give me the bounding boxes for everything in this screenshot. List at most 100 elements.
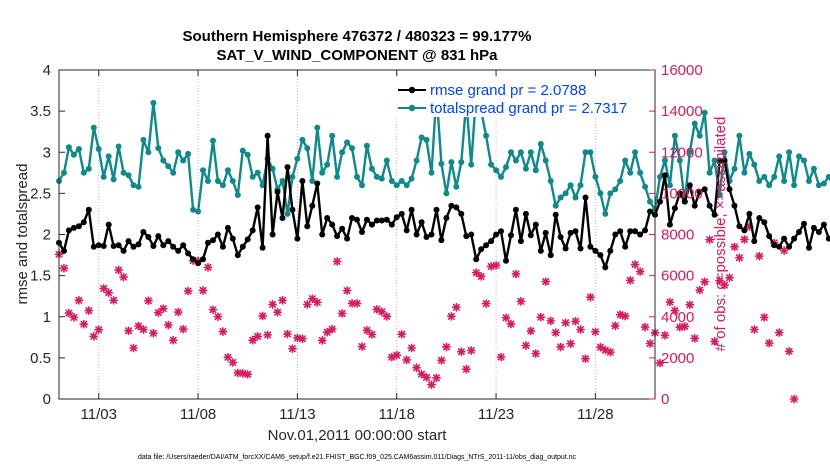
obs-marker-stroke — [144, 297, 152, 305]
rmse-point — [145, 234, 152, 240]
obs-marker-stroke — [398, 330, 406, 338]
totalspread-point — [200, 167, 206, 174]
obs-marker-stroke — [596, 343, 604, 351]
obs-marker — [635, 267, 645, 276]
obs-marker — [397, 329, 407, 339]
obs-marker-stroke — [750, 325, 758, 333]
obs-marker — [69, 312, 79, 322]
totalspread-point — [140, 136, 147, 143]
rmse-point — [473, 256, 480, 263]
obs-marker-stroke — [576, 325, 585, 333]
rmse-point — [438, 237, 445, 244]
totalspread-point — [671, 132, 678, 139]
obs-marker — [312, 297, 322, 307]
totalspread-point — [319, 169, 326, 176]
obs-marker — [441, 342, 451, 352]
totalspread-point — [602, 210, 609, 217]
rmse-point — [200, 256, 206, 263]
rmse-point — [766, 233, 773, 240]
totalspread-point — [448, 159, 455, 166]
obs-marker — [64, 308, 74, 318]
rmse-point — [716, 157, 723, 164]
totalspread-point — [294, 155, 301, 162]
rmse-point — [781, 235, 788, 242]
obs-marker-stroke — [735, 254, 743, 262]
obs-marker — [228, 357, 238, 367]
obs-marker-stroke — [562, 319, 570, 327]
totalspread-point — [527, 149, 534, 156]
obs-marker-stroke — [462, 365, 470, 373]
totalspread-point — [716, 192, 723, 198]
rmse-point — [403, 227, 410, 234]
obs-marker-stroke — [482, 300, 490, 308]
rmse-point — [309, 202, 316, 209]
chart-title-line1: Southern Hemisphere 476372 / 480323 = 99… — [183, 28, 532, 45]
obs-marker-stroke — [507, 320, 515, 328]
obs-marker — [546, 316, 556, 326]
totalspread-point — [806, 178, 812, 184]
totalspread-point — [299, 136, 306, 143]
obs-marker — [84, 306, 94, 315]
obs-marker — [690, 333, 700, 343]
totalspread-point — [657, 173, 663, 180]
obs-marker — [203, 262, 213, 272]
obs-marker — [342, 286, 352, 296]
obs-marker — [779, 246, 789, 255]
obs-marker-stroke — [730, 243, 738, 251]
obs-marker — [625, 275, 635, 285]
totalspread-point — [483, 132, 490, 139]
rmse-point — [597, 252, 604, 259]
obs-marker-stroke — [85, 307, 93, 315]
obs-marker — [789, 394, 799, 404]
obs-marker — [288, 344, 297, 354]
obs-marker — [422, 373, 431, 382]
x-tick-label: 11/28 — [577, 406, 613, 423]
obs-marker-stroke — [328, 325, 336, 333]
rmse-point — [468, 231, 475, 238]
rmse-point — [671, 205, 678, 212]
obs-marker — [725, 273, 734, 283]
totalspread-point — [205, 178, 211, 184]
obs-marker-stroke — [229, 358, 237, 366]
obs-marker-stroke — [313, 298, 321, 306]
obs-marker-stroke — [601, 346, 609, 354]
obs-marker — [660, 330, 670, 340]
obs-marker-stroke — [701, 278, 709, 286]
totalspread-point — [408, 175, 415, 182]
obs-marker-stroke — [174, 308, 182, 316]
obs-marker-stroke — [378, 308, 386, 316]
totalspread-point — [498, 173, 504, 180]
rmse-point — [234, 252, 241, 259]
totalspread-point — [423, 136, 430, 143]
totalspread-point — [751, 161, 758, 168]
y-tick-label: 3.5 — [30, 103, 51, 120]
y-right-tick-label: 0 — [661, 391, 669, 408]
totalspread-point — [61, 169, 67, 176]
rmse-point — [418, 219, 425, 226]
obs-marker — [327, 324, 337, 334]
totalspread-point — [532, 167, 539, 174]
rmse-point — [239, 243, 246, 250]
obs-marker-stroke — [368, 330, 376, 338]
totalspread-point — [771, 173, 778, 180]
rmse-point — [160, 242, 167, 249]
legend-rmse-label: rmse grand pr = 2.0788 — [430, 82, 586, 99]
totalspread-point — [676, 157, 683, 164]
rmse-point — [483, 242, 490, 249]
totalspread-point — [637, 169, 644, 176]
totalspread-point — [190, 206, 197, 213]
rmse-point — [314, 180, 321, 187]
obs-marker-stroke — [606, 348, 614, 356]
obs-marker-stroke — [626, 276, 634, 284]
rmse-point — [165, 238, 172, 245]
obs-marker — [526, 326, 536, 336]
obs-marker — [630, 260, 640, 269]
obs-marker — [610, 321, 620, 331]
obs-marker — [382, 311, 392, 321]
obs-marker-stroke — [259, 312, 267, 320]
obs-marker — [94, 325, 104, 335]
obs-marker — [258, 311, 268, 321]
obs-marker — [213, 312, 223, 322]
obs-marker — [109, 295, 119, 305]
obs-marker — [536, 312, 546, 322]
